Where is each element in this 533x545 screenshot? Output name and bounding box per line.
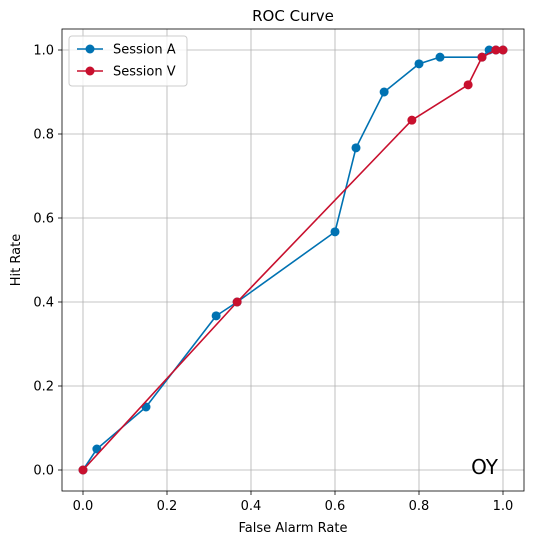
data-point [351, 143, 361, 153]
data-point [435, 52, 445, 62]
data-point [491, 45, 501, 55]
legend-swatch-marker [85, 44, 95, 54]
x-tick-label: 0.2 [157, 499, 178, 514]
data-point [407, 115, 417, 125]
y-tick-label: 0.8 [33, 128, 54, 143]
x-tick-label: 0.4 [241, 499, 262, 514]
y-axis-label: Hit Rate [9, 234, 24, 286]
data-point [477, 52, 487, 62]
series-session-a [78, 45, 508, 475]
series-session-v [78, 45, 508, 475]
y-tick-label: 0.4 [33, 296, 54, 311]
chart-title: ROC Curve [252, 7, 334, 25]
legend-entry-label: Session V [113, 65, 176, 80]
data-point [330, 227, 340, 237]
data-point [463, 80, 473, 90]
x-tick-label: 0.8 [409, 499, 430, 514]
data-point [78, 465, 88, 475]
y-tick-label: 0.6 [33, 212, 54, 227]
data-series [78, 45, 508, 475]
data-point [379, 87, 389, 97]
legend: Session A Session V [68, 35, 188, 87]
data-point [232, 297, 242, 307]
plot-area-frame [61, 28, 525, 492]
x-tick-label: 0.0 [73, 499, 94, 514]
legend-entry-label: Session A [113, 43, 176, 58]
data-point [211, 311, 221, 321]
x-axis-label: False Alarm Rate [239, 521, 348, 536]
grid-lines [62, 29, 524, 491]
y-tick-label: 0.0 [33, 464, 54, 479]
legend-swatch-marker [85, 66, 95, 76]
y-tick-label: 0.2 [33, 380, 54, 395]
data-point [92, 444, 102, 454]
y-tick-label: 1.0 [33, 44, 54, 59]
corner-annotation: OY [471, 455, 499, 479]
x-tick-label: 0.6 [325, 499, 346, 514]
axis-ticks: 0.0 0.2 0.4 0.6 0.8 1.0 0.0 0.2 0.4 0.6 0.8 1.0 [33, 44, 513, 515]
data-point [498, 45, 508, 55]
data-point [414, 59, 424, 69]
x-tick-label: 1.0 [493, 499, 514, 514]
